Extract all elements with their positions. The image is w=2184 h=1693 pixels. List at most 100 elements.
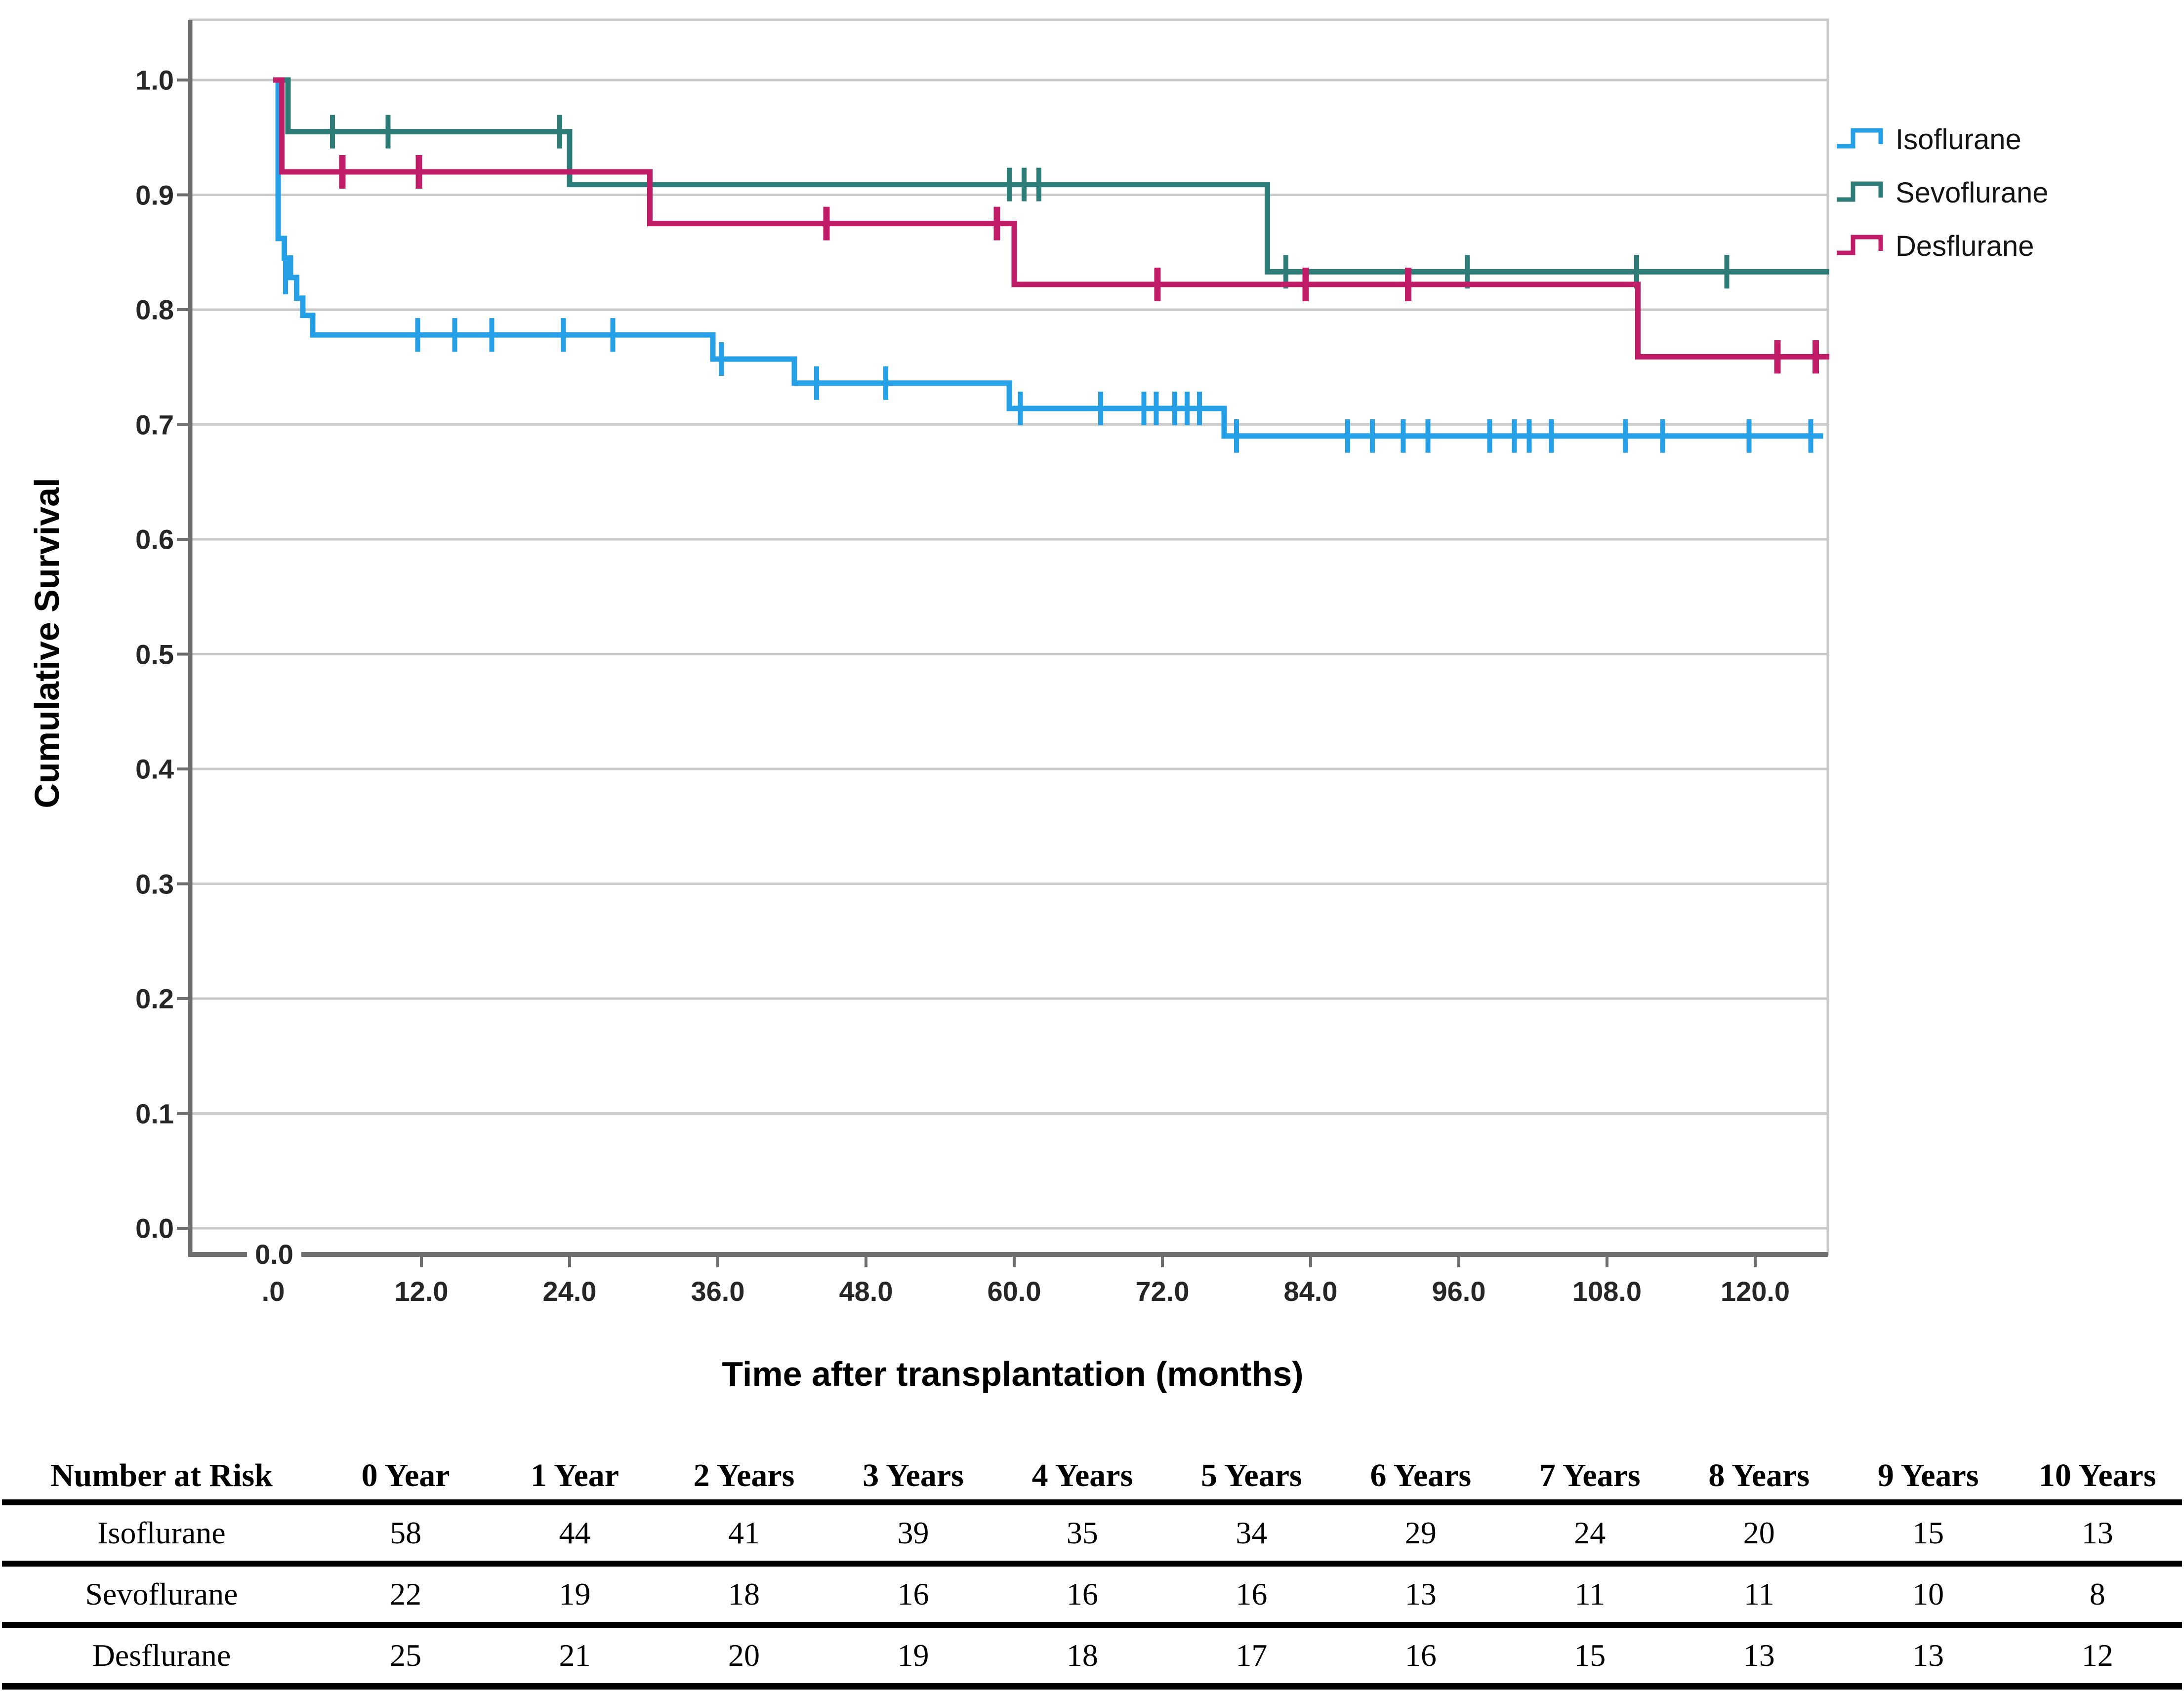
risk-value: 10 xyxy=(1843,1561,2013,1625)
risk-value: 13 xyxy=(1674,1622,1844,1690)
risk-table-col-header: 0 Year xyxy=(361,1457,450,1493)
legend-item-desflurane: Desflurane xyxy=(1835,219,2049,273)
risk-table-col-header: 6 Years xyxy=(1370,1457,1472,1493)
legend-step-line-icon xyxy=(1837,235,1883,255)
x-tick-label-84.0: 84.0 xyxy=(1283,1276,1338,1307)
x-tick-label-120.0: 120.0 xyxy=(1720,1276,1790,1307)
legend-step-line-icon xyxy=(1837,181,1883,202)
risk-value: 16 xyxy=(997,1561,1167,1625)
risk-value: 20 xyxy=(1674,1499,1844,1564)
risk-value: 18 xyxy=(659,1561,829,1625)
y-tick-label-0.7: 0.7 xyxy=(135,409,174,440)
y-tick-label-0.8: 0.8 xyxy=(135,294,174,325)
risk-table-corner-header: Number at Risk xyxy=(50,1457,273,1493)
risk-table-row-desflurane: Desflurane 25 21 20 19 18 17 16 15 13 13 12 xyxy=(2,1622,2182,1690)
y-tick-label-0.6: 0.6 xyxy=(135,524,174,555)
x-tick-label-60.0: 60.0 xyxy=(987,1276,1041,1307)
risk-value: 11 xyxy=(1505,1561,1675,1625)
risk-value: 16 xyxy=(828,1561,998,1625)
legend-item-sevoflurane: Sevoflurane xyxy=(1835,166,2049,219)
risk-value: 34 xyxy=(1167,1499,1336,1564)
risk-value: 25 xyxy=(321,1622,491,1690)
legend-step-line-icon xyxy=(1837,128,1883,149)
risk-table-col-header: 9 Years xyxy=(1877,1457,1979,1493)
risk-row-label: Sevoflurane xyxy=(2,1561,321,1625)
y-tick-label-1.0: 1.0 xyxy=(135,64,174,96)
risk-table-col-header: 3 Years xyxy=(863,1457,964,1493)
x-tick-label-72.0: 72.0 xyxy=(1135,1276,1190,1307)
legend: Isoflurane Sevoflurane Desflurane xyxy=(1835,113,2049,273)
risk-table-body: Isoflurane 58 44 41 39 35 34 29 24 20 15 13 Sevoflur… xyxy=(2,1499,2182,1690)
risk-table-col-header: 10 Years xyxy=(2038,1457,2156,1493)
risk-table-col-header: 5 Years xyxy=(1201,1457,1302,1493)
km-plot-canvas xyxy=(177,18,1829,1267)
legend-item-isoflurane: Isoflurane xyxy=(1835,113,2049,166)
series-isoflurane xyxy=(273,77,1823,453)
risk-value: 8 xyxy=(2013,1561,2182,1625)
risk-table-row-sevoflurane: Sevoflurane 22 19 18 16 16 16 13 11 11 10 8 xyxy=(2,1561,2182,1625)
x-tick-label-24.0: 24.0 xyxy=(542,1276,597,1307)
risk-value: 16 xyxy=(1167,1561,1336,1625)
legend-label: Isoflurane xyxy=(1896,123,2021,156)
risk-value: 29 xyxy=(1336,1499,1506,1564)
legend-label: Desflurane xyxy=(1896,230,2034,262)
x-tick-label-48.0: 48.0 xyxy=(839,1276,893,1307)
risk-value: 19 xyxy=(828,1622,998,1690)
series-sevoflurane xyxy=(273,77,1829,289)
risk-table-col-header: 4 Years xyxy=(1031,1457,1133,1493)
risk-value: 58 xyxy=(321,1499,491,1564)
y-tick-label-0.1: 0.1 xyxy=(135,1098,174,1129)
legend-line-isoflurane xyxy=(1837,128,1883,149)
risk-value: 20 xyxy=(659,1622,829,1690)
legend-line-sevoflurane xyxy=(1837,181,1883,202)
survival-curve-desflurane xyxy=(273,77,1829,360)
risk-table-row-isoflurane: Isoflurane 58 44 41 39 35 34 29 24 20 15 13 xyxy=(2,1499,2182,1564)
survival-curve-isoflurane xyxy=(273,77,1823,439)
y-tick-label-0.4: 0.4 xyxy=(135,753,174,785)
survival-curve-sevoflurane xyxy=(273,77,1829,275)
risk-value: 18 xyxy=(997,1622,1167,1690)
risk-value: 11 xyxy=(1674,1561,1844,1625)
risk-table-col-header: 8 Years xyxy=(1708,1457,1810,1493)
risk-value: 39 xyxy=(828,1499,998,1564)
plot-frame xyxy=(189,18,1829,1256)
risk-table-col-header: 2 Years xyxy=(693,1457,795,1493)
y-tick-label-0.3: 0.3 xyxy=(135,868,174,899)
risk-value: 15 xyxy=(1843,1499,2013,1564)
risk-value: 19 xyxy=(490,1561,659,1625)
x-tick-label-36.0: 36.0 xyxy=(691,1276,745,1307)
y-tick-label-0.0: 0.0 xyxy=(135,1212,174,1244)
x-tick-label-12.0: 12.0 xyxy=(394,1276,449,1307)
risk-row-label: Desflurane xyxy=(2,1622,321,1690)
risk-value: 13 xyxy=(2013,1499,2182,1564)
risk-value: 15 xyxy=(1505,1622,1675,1690)
risk-table-header: Number at Risk 0 Year 1 Year 2 Years 3 Years… xyxy=(2,1452,2182,1502)
legend-line-desflurane xyxy=(1837,235,1883,255)
risk-value: 12 xyxy=(2013,1622,2182,1690)
risk-value: 13 xyxy=(1843,1622,2013,1690)
series-desflurane xyxy=(273,77,1829,374)
legend-label: Sevoflurane xyxy=(1896,176,2049,209)
origin-zero-label: 0.0 xyxy=(247,1236,301,1273)
y-axis-title: Cumulative Survival xyxy=(28,478,66,808)
risk-value: 16 xyxy=(1336,1622,1506,1690)
y-tick-label-0.9: 0.9 xyxy=(135,179,174,210)
risk-value: 17 xyxy=(1167,1622,1336,1690)
x-axis-title: Time after transplantation (months) xyxy=(722,1355,1304,1393)
risk-value: 44 xyxy=(490,1499,659,1564)
risk-row-label: Isoflurane xyxy=(2,1499,321,1564)
risk-value: 21 xyxy=(490,1622,659,1690)
x-tick-label-96.0: 96.0 xyxy=(1432,1276,1486,1307)
y-tick-label-0.5: 0.5 xyxy=(135,639,174,670)
risk-value: 41 xyxy=(659,1499,829,1564)
x-tick-label-.0: .0 xyxy=(261,1276,285,1307)
x-tick-label-108.0: 108.0 xyxy=(1572,1276,1642,1307)
risk-value: 35 xyxy=(997,1499,1167,1564)
risk-value: 22 xyxy=(321,1561,491,1625)
risk-value: 13 xyxy=(1336,1561,1506,1625)
risk-value: 24 xyxy=(1505,1499,1675,1564)
risk-table-col-header: 1 Year xyxy=(531,1457,619,1493)
number-at-risk-table: Number at Risk 0 Year 1 Year 2 Years 3 Years… xyxy=(2,1452,2182,1690)
risk-table-col-header: 7 Years xyxy=(1539,1457,1641,1493)
